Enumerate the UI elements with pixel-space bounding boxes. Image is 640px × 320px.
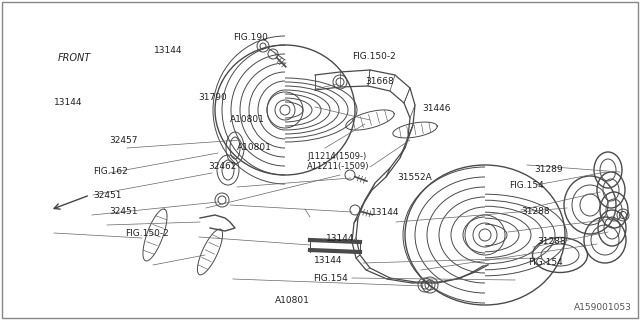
Text: 32451: 32451	[93, 191, 122, 200]
Text: A11211(-1509): A11211(-1509)	[307, 162, 370, 171]
Text: FRONT: FRONT	[58, 53, 91, 63]
Text: A10801: A10801	[230, 116, 265, 124]
Text: A10801: A10801	[275, 296, 310, 305]
Text: 31446: 31446	[422, 104, 451, 113]
Text: 13144: 13144	[326, 234, 355, 243]
Text: 31790: 31790	[198, 93, 227, 102]
Text: 31288: 31288	[538, 237, 566, 246]
Text: 13144: 13144	[371, 208, 400, 217]
Text: A10801: A10801	[237, 143, 271, 152]
Text: 13144: 13144	[314, 256, 342, 265]
Text: FIG.154: FIG.154	[528, 258, 563, 267]
Text: J11214(1509-): J11214(1509-)	[307, 152, 367, 161]
Text: FIG.154: FIG.154	[314, 274, 348, 283]
Text: 32457: 32457	[109, 136, 138, 145]
Text: 31552A: 31552A	[397, 173, 431, 182]
Text: FIG.150-2: FIG.150-2	[125, 229, 168, 238]
Text: FIG.190: FIG.190	[234, 33, 268, 42]
Text: 31288: 31288	[522, 207, 550, 216]
Text: A159001053: A159001053	[574, 303, 632, 312]
Text: 31289: 31289	[534, 165, 563, 174]
Text: FIG.154: FIG.154	[509, 181, 543, 190]
Text: FIG.150-2: FIG.150-2	[352, 52, 396, 61]
Text: 31668: 31668	[365, 77, 394, 86]
Text: FIG.162: FIG.162	[93, 167, 127, 176]
Text: 13144: 13144	[54, 98, 83, 107]
Text: 32451: 32451	[109, 207, 138, 216]
Text: 32462: 32462	[208, 162, 236, 171]
Text: 13144: 13144	[154, 46, 182, 55]
